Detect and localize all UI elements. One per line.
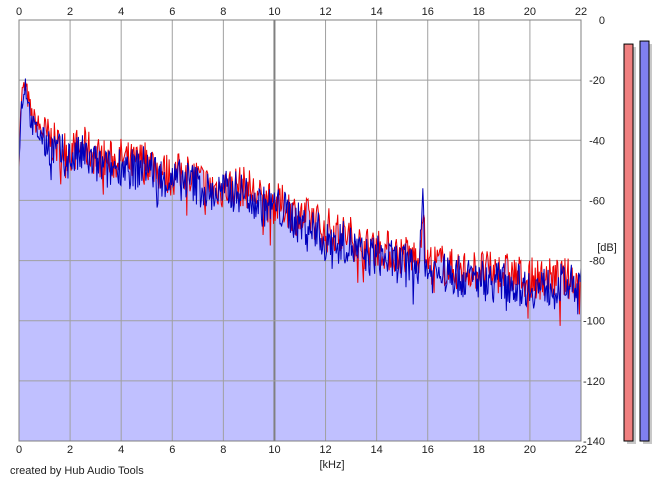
series-line-left: [18, 81, 582, 326]
x-tick-label-top: 4: [118, 6, 124, 18]
level-meters: [623, 40, 652, 445]
plot-layer: [19, 20, 581, 441]
x-tick-label-top: 14: [371, 6, 383, 18]
x-tick-label-bottom: 12: [319, 444, 331, 456]
axis-layer: 002244668810101212141416161818202022220-…: [16, 6, 605, 456]
x-tick-label-top: 2: [67, 6, 73, 18]
level-meter-right: [639, 40, 650, 442]
x-tick-label-top: 0: [16, 6, 22, 18]
x-tick-label-bottom: 14: [371, 444, 383, 456]
series-line-right: [18, 78, 582, 315]
plot-frame: [18, 19, 582, 442]
x-tick-label-bottom: 8: [220, 444, 226, 456]
x-tick-label-bottom: 6: [169, 444, 175, 456]
y-tick-label: -40: [589, 135, 605, 147]
x-tick-label-top: 18: [473, 6, 485, 18]
grid-layer: [18, 19, 582, 442]
x-tick-label-top: 12: [319, 6, 331, 18]
x-tick-label-top: 20: [524, 6, 536, 18]
x-tick-label-bottom: 20: [524, 444, 536, 456]
x-tick-label-top: 10: [268, 6, 280, 18]
x-tick-label-top: 22: [575, 6, 587, 18]
x-tick-label-bottom: 2: [67, 444, 73, 456]
y-tick-label: -140: [583, 436, 605, 448]
series-layer: [18, 78, 582, 326]
x-tick-label-top: 8: [220, 6, 226, 18]
y-axis-label: [dB]: [597, 242, 617, 254]
y-tick-label: -20: [589, 75, 605, 87]
x-tick-label-top: 6: [169, 6, 175, 18]
x-tick-label-bottom: 4: [118, 444, 124, 456]
credit-text: created by Hub Audio Tools: [10, 465, 144, 477]
y-tick-label: -100: [583, 316, 605, 328]
x-tick-label-bottom: 16: [422, 444, 434, 456]
x-tick-label-top: 16: [422, 6, 434, 18]
x-tick-label-bottom: 0: [16, 444, 22, 456]
level-meter-left: [623, 43, 634, 442]
x-axis-label: [kHz]: [319, 459, 344, 471]
x-tick-label-bottom: 22: [575, 444, 587, 456]
y-tick-label: -120: [583, 376, 605, 388]
x-tick-label-bottom: 18: [473, 444, 485, 456]
x-tick-label-bottom: 10: [268, 444, 280, 456]
y-tick-label: 0: [599, 15, 605, 27]
y-tick-label: -60: [589, 195, 605, 207]
y-tick-label: -80: [589, 256, 605, 268]
